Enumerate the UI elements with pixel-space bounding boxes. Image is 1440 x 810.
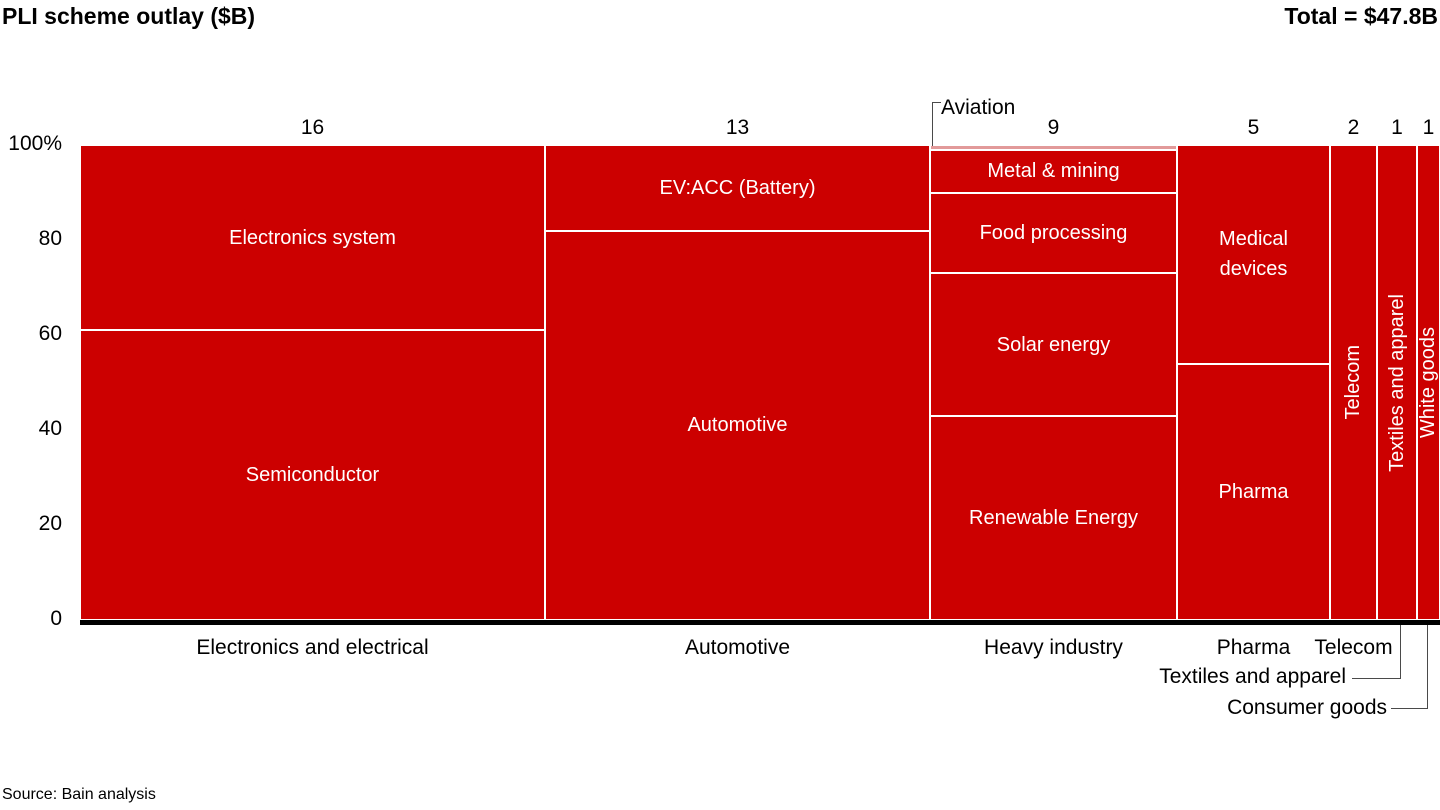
textiles-callout-line — [1352, 625, 1401, 679]
mekko-column-automotive: EV:ACC (Battery) Automotive — [545, 145, 930, 620]
y-tick-label: 20 — [38, 512, 62, 535]
column-value-telecom: 2 — [1347, 116, 1360, 139]
segment-medical-devices: Medical devices — [1177, 145, 1330, 364]
y-tick-label: 40 — [38, 417, 62, 440]
mekko-column-heavy-industry: Metal & mining Food processing Solar energ… — [930, 145, 1177, 620]
source-note: Source: Bain analysis — [2, 786, 156, 803]
column-value-electronics-and-electrical: 16 — [300, 116, 325, 139]
segment-label-food-processing: Food processing — [979, 221, 1128, 244]
segment-label-automotive: Automotive — [687, 414, 788, 437]
x-label-electronics-and-electrical: Electronics and electrical — [196, 636, 429, 659]
consumer-goods-callout-line — [1391, 625, 1428, 709]
segment-label-metal-mining: Metal & mining — [987, 160, 1120, 183]
segment-pharma: Pharma — [1177, 363, 1330, 620]
y-tick-label: 60 — [38, 322, 62, 345]
segment-label-renewable-energy: Renewable Energy — [969, 506, 1138, 529]
segment-metal-mining: Metal & mining — [930, 149, 1177, 193]
segment-textiles-and-apparel: Textiles and apparel — [1377, 145, 1417, 620]
mekko-column-pharma: Medical devices Pharma — [1177, 145, 1330, 620]
segment-solar-energy: Solar energy — [930, 273, 1177, 416]
y-tick-label: 80 — [38, 227, 62, 250]
mekko-plot-area: Electronics system Semiconductor EV:ACC (B… — [80, 145, 1440, 620]
segment-food-processing: Food processing — [930, 192, 1177, 274]
segment-label-solar-energy: Solar energy — [996, 333, 1111, 356]
y-tick-label: 0 — [50, 607, 62, 630]
segment-label-telecom: Telecom — [1342, 345, 1364, 420]
aviation-callout-label: Aviation — [941, 96, 1016, 119]
x-axis-line — [80, 620, 1440, 625]
segment-label-electronics-system: Electronics system — [229, 226, 396, 249]
column-value-pharma: 5 — [1247, 116, 1260, 139]
segment-electronics-system: Electronics system — [80, 145, 545, 331]
x-label-heavy-industry: Heavy industry — [984, 636, 1123, 659]
x-label-automotive: Automotive — [684, 636, 791, 659]
segment-label-white-goods: White goods — [1417, 326, 1439, 439]
segment-telecom: Telecom — [1330, 145, 1377, 620]
segment-label-textiles-and-apparel: Textiles and apparel — [1385, 293, 1408, 472]
column-value-heavy-industry: 9 — [1047, 116, 1060, 139]
segment-label-pharma: Pharma — [1218, 480, 1289, 503]
segment-label-ev-acc-battery: EV:ACC (Battery) — [659, 176, 816, 199]
x-label-pharma: Pharma — [1216, 636, 1291, 659]
column-value-textiles-and-apparel: 1 — [1391, 116, 1403, 139]
mekko-column-electronics-and-electrical: Electronics system Semiconductor — [80, 145, 545, 620]
aviation-callout-line — [932, 102, 941, 146]
mekko-column-consumer-goods: White goods — [1417, 145, 1440, 620]
segment-label-medical-devices: Medical devices — [1219, 228, 1288, 281]
mekko-column-telecom: Telecom — [1330, 145, 1377, 620]
x-label-textiles-and-apparel: Textiles and apparel — [1159, 665, 1346, 688]
segment-semiconductor: Semiconductor — [80, 330, 545, 620]
mekko-column-textiles-and-apparel: Textiles and apparel — [1377, 145, 1417, 620]
x-label-consumer-goods: Consumer goods — [1227, 696, 1387, 719]
segment-renewable-energy: Renewable Energy — [930, 415, 1177, 620]
segment-automotive: Automotive — [545, 230, 930, 620]
page-title: PLI scheme outlay ($B) — [2, 3, 256, 29]
total-label: Total = $47.8B — [1284, 3, 1438, 29]
segment-label-semiconductor: Semiconductor — [245, 464, 380, 487]
segment-white-goods: White goods — [1417, 145, 1440, 620]
segment-ev-acc-battery: EV:ACC (Battery) — [545, 145, 930, 231]
column-value-consumer-goods: 1 — [1422, 116, 1435, 139]
x-label-telecom: Telecom — [1314, 636, 1393, 659]
segment-aviation — [930, 145, 1177, 150]
y-tick-label: 100% — [8, 132, 62, 155]
column-value-automotive: 13 — [725, 116, 750, 139]
